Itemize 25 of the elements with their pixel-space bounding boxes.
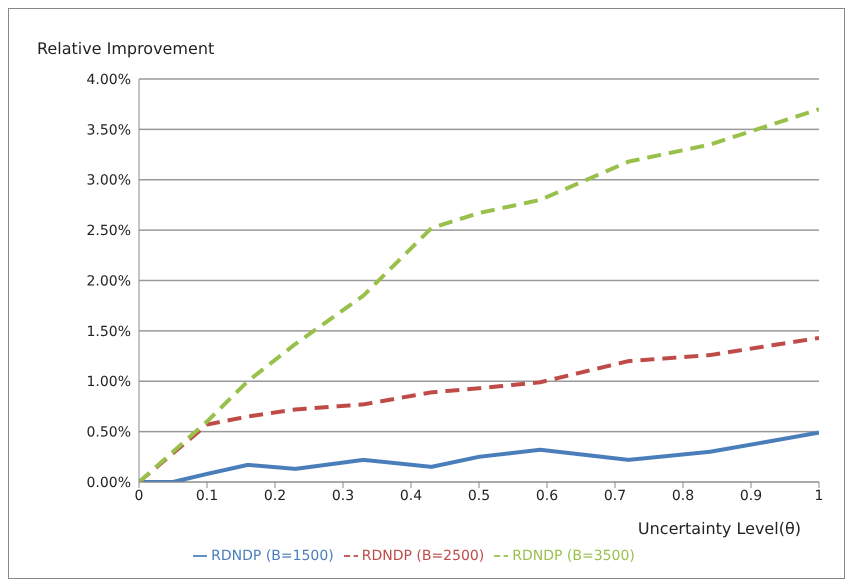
y-tick-label: 2.50% [86,223,131,240]
y-tick-label: 3.50% [86,122,131,138]
x-tick-label: 0.9 [740,488,762,504]
legend-label: RDNDP (B=2500) [362,548,484,564]
x-tick-label: 0.7 [604,488,626,504]
legend-label: RDNDP (B=3500) [512,548,635,564]
x-tick-label: 1 [814,488,824,504]
x-tick-label: 0 [134,488,144,504]
y-tick-label: 0.00% [86,474,131,491]
y-tick-label: 4.00% [86,72,131,88]
x-tick-label: 0.4 [400,488,422,504]
x-tick-label: 0.8 [672,488,694,504]
x-tick-label: 0.1 [196,488,218,504]
x-tick-label: 0.3 [332,488,354,504]
legend-label: RDNDP (B=1500) [211,548,334,564]
x-tick-label: 0.5 [468,488,490,504]
y-tick-label: 0.50% [86,424,131,441]
x-axis-title: Uncertainty Level(θ) [638,519,801,538]
x-tick-label: 0.6 [536,488,558,504]
y-tick-label: 2.00% [86,273,131,290]
y-tick-label: 1.00% [86,374,131,390]
y-axis-title: Relative Improvement [37,39,214,58]
y-tick-label: 1.50% [86,324,131,340]
x-tick-label: 0.2 [264,488,286,504]
y-tick-label: 3.00% [86,172,131,189]
